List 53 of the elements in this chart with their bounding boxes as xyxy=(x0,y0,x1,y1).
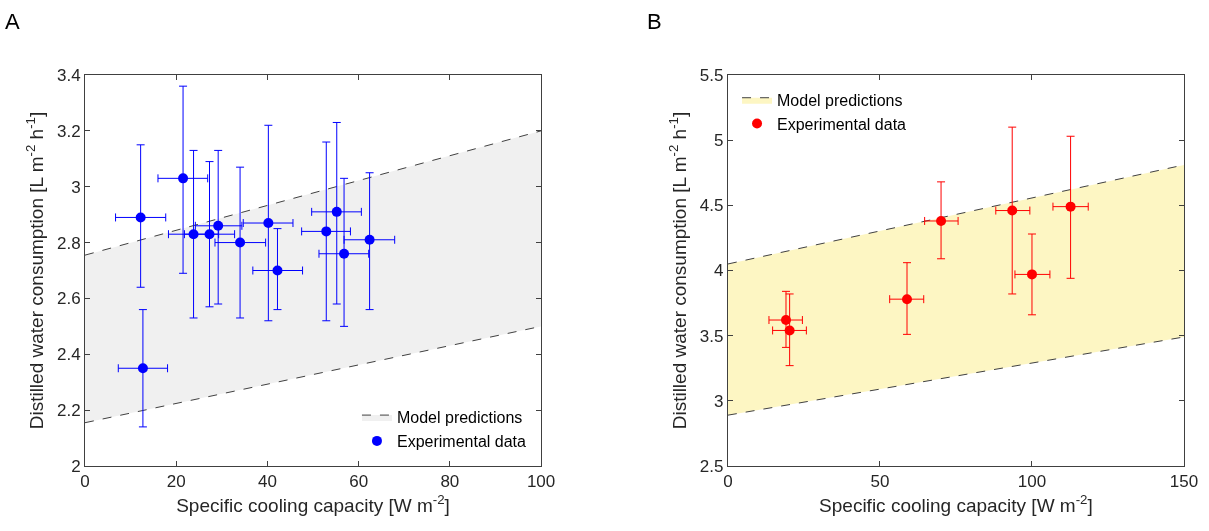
point xyxy=(1065,201,1076,212)
point xyxy=(364,234,375,245)
legend-label: Model predictions xyxy=(777,91,903,109)
x-tick-label: 0 xyxy=(80,472,90,492)
y-tick-label: 4.5 xyxy=(699,196,724,216)
x-axis-title: Specific cooling capacity [W m$^{-2}$] xyxy=(176,492,450,517)
x-tick-label: 40 xyxy=(257,472,277,492)
point xyxy=(188,229,199,240)
y-tick-label: 3.4 xyxy=(56,65,81,85)
point xyxy=(331,206,342,217)
y-tick-label: 2.5 xyxy=(699,456,724,476)
legend-label: Experimental data xyxy=(777,115,907,133)
point xyxy=(1026,269,1037,280)
y-tick-label: 2.6 xyxy=(56,289,81,309)
legend-label: Experimental data xyxy=(396,433,527,451)
legend-label: Model predictions xyxy=(396,409,523,427)
y-tick-label: 2 xyxy=(71,456,81,476)
point xyxy=(321,226,332,237)
x-tick-label: 100 xyxy=(1017,472,1047,492)
point xyxy=(204,229,215,240)
point xyxy=(135,212,146,223)
y-tick-label: 3.5 xyxy=(699,326,724,346)
point xyxy=(339,248,350,259)
point xyxy=(213,220,224,231)
y-tick-label: 3 xyxy=(714,391,724,411)
point xyxy=(784,325,795,336)
point xyxy=(235,237,246,248)
chart-title: B xyxy=(647,9,662,34)
y-tick-label: 3.2 xyxy=(56,121,81,141)
point xyxy=(780,315,791,326)
chart-title: A xyxy=(5,9,20,34)
x-tick-label: 150 xyxy=(1169,472,1199,492)
y-tick-label: 2.2 xyxy=(56,401,81,421)
y-tick-label: 5 xyxy=(714,131,724,151)
x-axis-title: Specific cooling capacity [W m$^{-2}$] xyxy=(819,492,1093,517)
x-tick-label: 80 xyxy=(440,472,460,492)
y-tick-label: 5.5 xyxy=(699,65,724,85)
point xyxy=(263,218,274,229)
x-tick-label: 0 xyxy=(723,472,733,492)
point xyxy=(178,173,189,184)
x-tick-label: 100 xyxy=(526,472,556,492)
y-tick-label: 2.8 xyxy=(56,233,81,253)
y-tick-label: 2.4 xyxy=(56,345,81,365)
y-tick-label: 4 xyxy=(714,261,724,281)
x-tick-label: 50 xyxy=(870,472,890,492)
point xyxy=(936,215,947,226)
y-tick-label: 3 xyxy=(71,177,81,197)
point xyxy=(902,294,912,305)
x-tick-label: 20 xyxy=(166,472,186,492)
point xyxy=(137,363,148,374)
x-tick-label: 60 xyxy=(349,472,369,492)
point xyxy=(1007,205,1018,216)
point xyxy=(272,265,283,276)
